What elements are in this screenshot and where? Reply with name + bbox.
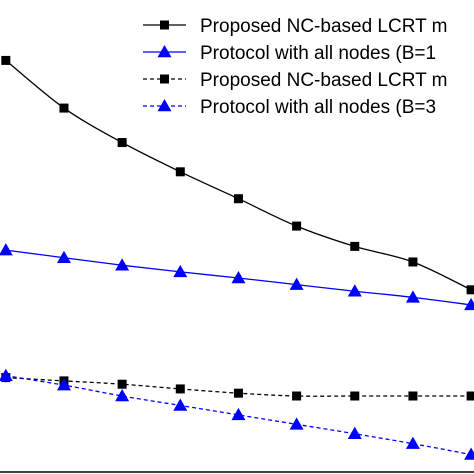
series-3-point-3 — [117, 379, 127, 389]
series-1-line — [5, 59, 472, 291]
series-4-point-2 — [56, 378, 71, 391]
series-2-point-6 — [289, 277, 304, 290]
series-4-point-3 — [115, 389, 130, 402]
series-3-point-4 — [175, 384, 185, 394]
series-2-point-1 — [0, 243, 13, 256]
series-4-point-9 — [464, 447, 474, 460]
legend-entry-4: Protocol with all nodes (B=3 — [143, 97, 436, 118]
legend: Proposed NC-based LCRT m Protocol with al… — [143, 16, 447, 118]
series-3-point-7 — [350, 391, 360, 401]
legend-marker-3 — [160, 74, 169, 84]
series-3-point-5 — [233, 388, 243, 398]
series-1-point-2 — [59, 103, 69, 113]
series-1-point-8 — [408, 257, 418, 267]
legend-entry-1: Proposed NC-based LCRT m — [143, 16, 447, 37]
series-1 — [1, 55, 474, 295]
series-4-point-1 — [0, 368, 13, 381]
series-3-point-6 — [292, 391, 302, 401]
series-2-point-2 — [56, 250, 71, 263]
legend-label-2: Protocol with all nodes (B=1 — [200, 43, 436, 64]
legend-label-4: Protocol with all nodes (B=3 — [200, 97, 436, 118]
legend-marker-2 — [157, 45, 172, 58]
series-1-point-9 — [466, 285, 474, 295]
series-1-point-3 — [117, 138, 127, 148]
series-2-point-3 — [115, 258, 130, 271]
series-3-point-9 — [466, 391, 474, 401]
series-3 — [1, 373, 474, 401]
legend-marker-4 — [157, 99, 172, 112]
series-2 — [0, 243, 474, 311]
series-2-point-8 — [405, 290, 420, 303]
series-4-point-8 — [405, 436, 420, 449]
series-2-point-7 — [347, 284, 362, 297]
series-2-point-9 — [464, 297, 474, 311]
series-2-point-4 — [173, 264, 188, 278]
series-4-point-6 — [289, 417, 304, 430]
series-4 — [0, 368, 474, 460]
series-1-point-1 — [1, 55, 11, 65]
legend-marker-1 — [160, 20, 169, 30]
series-4-line — [5, 375, 472, 456]
legend-label-3: Proposed NC-based LCRT m — [200, 70, 447, 91]
series-4-point-5 — [231, 407, 246, 421]
legend-entry-2: Protocol with all nodes (B=1 — [143, 43, 436, 64]
series-1-point-4 — [175, 167, 185, 177]
series-2-point-5 — [231, 271, 246, 284]
series-1-point-7 — [350, 241, 360, 251]
series-4-point-4 — [173, 398, 188, 411]
series-1-point-6 — [292, 221, 302, 231]
series-1-point-5 — [233, 194, 243, 204]
series-4-point-7 — [347, 426, 362, 440]
series-layer — [0, 55, 474, 460]
legend-entry-3: Proposed NC-based LCRT m — [143, 70, 447, 91]
series-3-point-8 — [408, 391, 418, 401]
legend-label-1: Proposed NC-based LCRT m — [200, 16, 447, 37]
